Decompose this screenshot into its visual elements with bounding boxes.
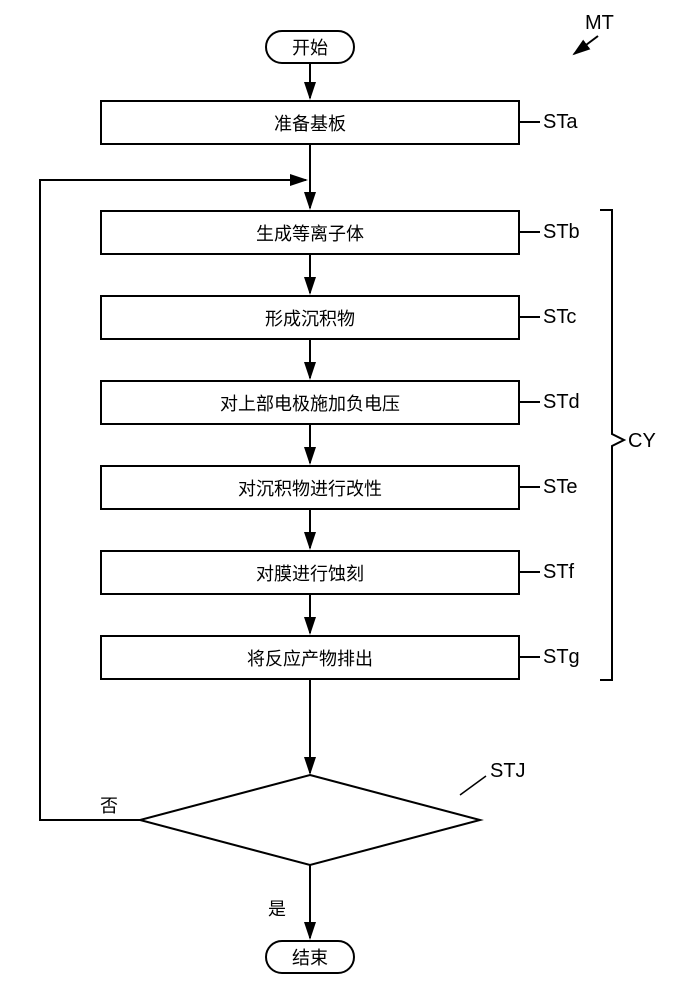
label-stj: STJ (490, 760, 526, 783)
process-sta: 准备基板 (100, 100, 520, 145)
process-stb-text: 生成等离子体 (256, 220, 364, 246)
label-ste: STe (543, 476, 577, 499)
decision-yes-label: 是 (268, 895, 286, 921)
label-stb: STb (543, 221, 580, 244)
process-stg-text: 将反应产物排出 (247, 645, 373, 671)
process-stc: 形成沉积物 (100, 295, 520, 340)
decision-no-label: 否 (100, 792, 118, 818)
process-stg: 将反应产物排出 (100, 635, 520, 680)
mt-text: MT (585, 12, 614, 34)
decision-text: 是否满足停止条件？ (229, 813, 391, 833)
label-stg: STg (543, 646, 580, 669)
process-stf: 对膜进行蚀刻 (100, 550, 520, 595)
end-terminator: 结束 (265, 940, 355, 974)
end-text: 结束 (292, 944, 328, 970)
process-stf-text: 对膜进行蚀刻 (256, 560, 364, 586)
process-ste: 对沉积物进行改性 (100, 465, 520, 510)
flowchart-canvas: MT 开始 准备基板 STa 生成等离子体 STb 形成沉积物 STc 对上部电… (0, 0, 680, 1000)
label-cy: CY (628, 430, 656, 453)
process-std: 对上部电极施加负电压 (100, 380, 520, 425)
label-sta: STa (543, 111, 577, 134)
process-stc-text: 形成沉积物 (265, 305, 355, 331)
process-std-text: 对上部电极施加负电压 (220, 390, 400, 416)
process-ste-text: 对沉积物进行改性 (238, 475, 382, 501)
process-sta-text: 准备基板 (274, 110, 346, 136)
start-terminator: 开始 (265, 30, 355, 64)
label-stc: STc (543, 306, 576, 329)
decision-text-wrap: 是否满足停止条件？ (210, 809, 410, 835)
start-text: 开始 (292, 34, 328, 60)
mt-label: MT (585, 12, 614, 35)
label-std: STd (543, 391, 580, 414)
label-stf: STf (543, 561, 574, 584)
process-stb: 生成等离子体 (100, 210, 520, 255)
